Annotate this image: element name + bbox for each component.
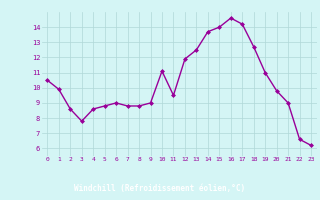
Text: Windchill (Refroidissement éolien,°C): Windchill (Refroidissement éolien,°C) xyxy=(75,184,245,193)
